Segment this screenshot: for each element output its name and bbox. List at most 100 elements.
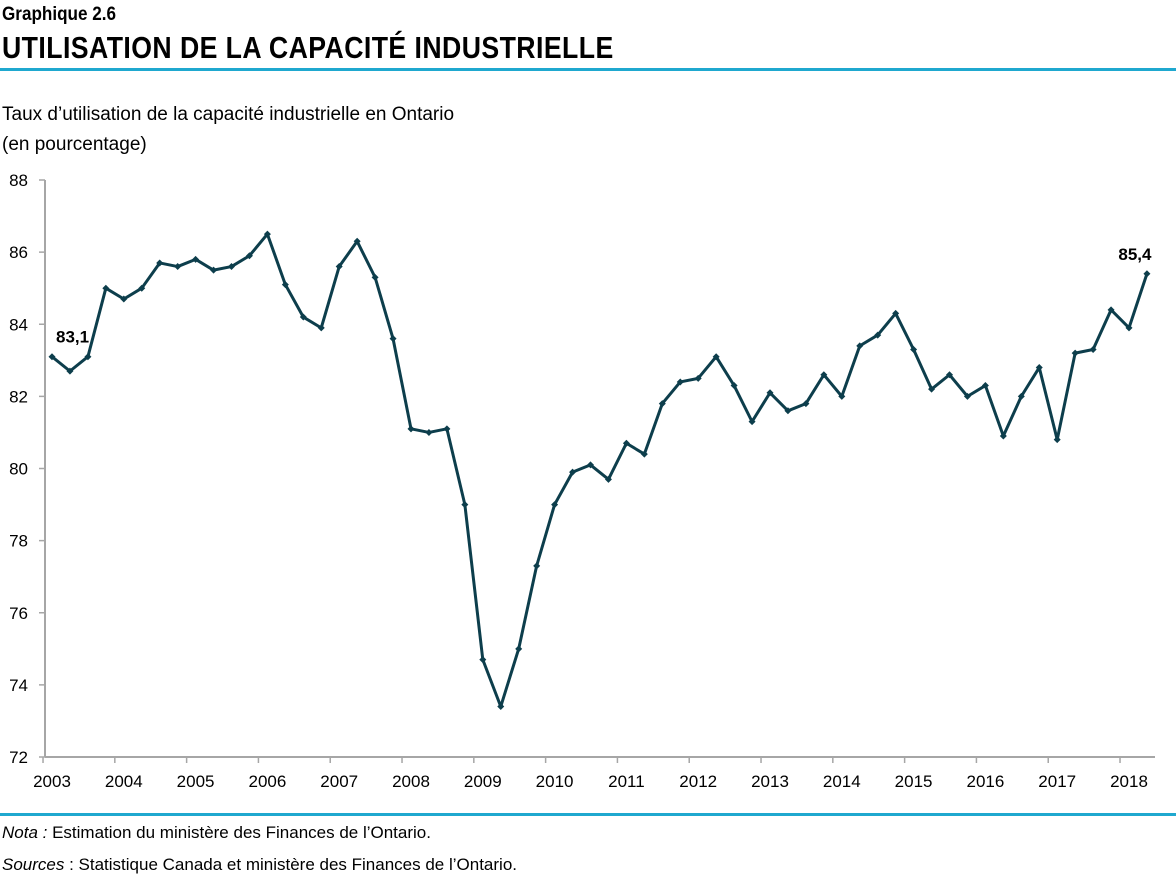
data-point — [802, 400, 810, 408]
data-point — [263, 230, 271, 238]
x-tick-label: 2017 — [1038, 772, 1076, 791]
data-point — [335, 263, 343, 271]
x-tick-label: 2008 — [392, 772, 430, 791]
x-tick-label: 2018 — [1110, 772, 1148, 791]
data-point — [640, 450, 648, 458]
data-point — [1017, 392, 1025, 400]
data-point — [515, 645, 523, 653]
data-point — [479, 656, 487, 664]
data-point — [281, 281, 289, 289]
data-point — [587, 461, 594, 469]
x-tick-label: 2007 — [320, 772, 358, 791]
data-point — [569, 468, 577, 476]
y-tick-label: 88 — [9, 171, 28, 190]
data-point — [533, 562, 541, 570]
sources-label: Sources — [2, 855, 65, 874]
data-point — [838, 392, 846, 400]
data-point — [192, 255, 200, 263]
data-point — [928, 385, 936, 393]
x-tick-label: 2009 — [464, 772, 502, 791]
data-point — [1053, 436, 1061, 444]
chart-title: UTILISATION DE LA CAPACITÉ INDUSTRIELLE — [2, 30, 614, 65]
data-point — [66, 367, 74, 375]
data-point — [820, 371, 828, 379]
data-point — [138, 284, 146, 292]
chart-kicker: Graphique 2.6 — [2, 4, 117, 25]
data-point — [299, 313, 307, 321]
data-point — [1143, 270, 1151, 278]
y-tick-label: 76 — [9, 604, 28, 623]
x-tick-label: 2003 — [33, 772, 71, 791]
note-label: Nota : — [2, 823, 48, 842]
x-tick-label: 2013 — [751, 772, 789, 791]
data-point — [317, 324, 325, 332]
data-point — [84, 353, 92, 361]
sources-text: : Statistique Canada et ministère des Fi… — [64, 855, 517, 874]
data-point — [389, 335, 397, 343]
x-tick-label: 2006 — [248, 772, 286, 791]
data-point — [407, 425, 415, 433]
data-point — [748, 418, 756, 426]
x-tick-label: 2015 — [895, 772, 933, 791]
data-point — [981, 382, 989, 390]
data-point — [102, 284, 110, 292]
data-point — [676, 378, 684, 386]
y-tick-label: 72 — [9, 748, 28, 767]
data-point — [120, 295, 128, 303]
x-tick-label: 2010 — [536, 772, 574, 791]
data-label: 85,4 — [1118, 245, 1152, 264]
data-point — [1035, 364, 1043, 372]
x-tick-label: 2014 — [823, 772, 861, 791]
data-point — [210, 266, 218, 274]
data-point — [694, 374, 702, 382]
data-point — [712, 353, 720, 361]
x-tick-label: 2004 — [105, 772, 143, 791]
series-line — [51, 232, 1149, 709]
data-point — [425, 428, 433, 436]
chart-unit: (en pourcentage) — [2, 134, 147, 155]
x-tick-label: 2005 — [177, 772, 215, 791]
data-point — [910, 345, 918, 353]
data-point — [228, 263, 235, 271]
data-point — [497, 703, 505, 711]
data-point — [156, 259, 164, 267]
data-point — [48, 353, 56, 361]
note-text: Estimation du ministère des Finances de … — [47, 823, 431, 842]
data-point — [1125, 324, 1133, 332]
x-tick-label: 2012 — [679, 772, 717, 791]
data-point — [1071, 349, 1079, 357]
data-point — [604, 475, 612, 483]
data-point — [766, 389, 774, 397]
data-point — [371, 273, 379, 281]
data-point — [946, 371, 953, 379]
data-point — [856, 342, 864, 350]
y-tick-label: 86 — [9, 243, 28, 262]
data-point — [999, 432, 1007, 440]
data-label: 83,1 — [56, 328, 89, 347]
y-tick-label: 74 — [9, 676, 28, 695]
data-point — [874, 331, 882, 339]
y-tick-label: 84 — [9, 315, 28, 334]
data-point — [245, 252, 253, 260]
data-point — [443, 425, 451, 433]
footer-rule — [0, 813, 1176, 816]
data-point — [784, 407, 792, 415]
sources: Sources : Statistique Canada et ministèr… — [2, 855, 517, 875]
y-tick-label: 82 — [9, 387, 28, 406]
chart-subtitle: Taux d’utilisation de la capacité indust… — [2, 104, 455, 125]
note: Nota : Estimation du ministère des Finan… — [2, 823, 431, 843]
x-tick-label: 2011 — [608, 772, 645, 791]
data-point — [658, 400, 666, 408]
data-point — [1089, 345, 1097, 353]
title-rule — [0, 68, 1176, 71]
data-point — [622, 439, 630, 447]
data-point — [730, 382, 738, 390]
y-tick-label: 80 — [9, 460, 28, 479]
data-point — [174, 263, 182, 271]
data-point — [461, 501, 469, 509]
y-tick-label: 78 — [9, 532, 28, 551]
data-point — [963, 392, 971, 400]
data-point — [1107, 306, 1115, 314]
x-tick-label: 2016 — [966, 772, 1004, 791]
